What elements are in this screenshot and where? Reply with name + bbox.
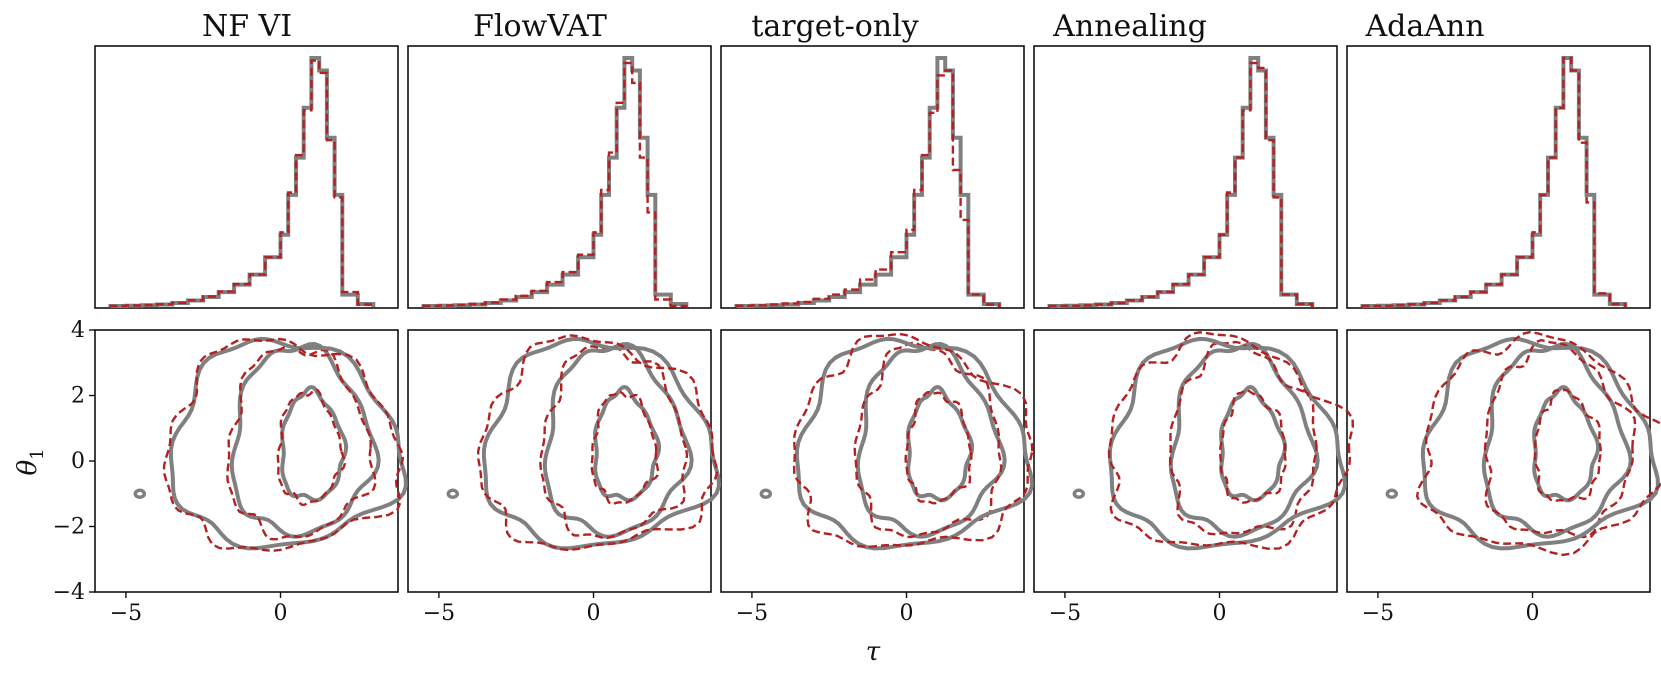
x-tick-label: −5 [1049,601,1081,626]
panel-title-flowvat: FlowVAT [473,9,607,44]
panel-title-annealing: Annealing [1052,9,1207,44]
contour-reference-island-adaann [1385,488,1399,500]
x-tick-label: −5 [110,601,142,626]
contour-reference-middle-target-only [855,342,1007,539]
histogram-frame-flowvat [407,45,712,309]
x-tick-label: 0 [587,601,601,626]
contour-approximation-middle-nf-vi [226,344,377,541]
x-tick-label: −5 [423,601,455,626]
contour-reference-outer-target-only [794,336,1034,551]
y-tick-label: 2 [71,384,85,409]
contour-approximation-inner-annealing [1218,389,1287,504]
histogram-approximation-adaann [1361,56,1627,308]
contour-frame-nf-vi [94,329,399,593]
contour-approximation-inner-target-only [904,390,973,505]
y-tick-label: 4 [71,318,85,343]
panel-title-adaann: AdaAnn [1364,9,1484,44]
contour-approximation-outer-adaann [1415,330,1661,557]
histogram-reference-adaann [1360,56,1628,308]
contour-approximation-middle-target-only [853,341,1003,539]
contour-reference-outer-annealing [1107,336,1347,551]
panel-title-target-only: target-only [751,9,918,44]
contour-reference-outer-adaann [1420,336,1660,551]
contour-approximation-inner-adaann [1533,388,1602,503]
y-axis-label: θ1 [13,448,48,475]
contour-approximation-outer-nf-vi [162,337,405,552]
histogram-approximation-nf-vi [109,59,375,308]
x-axis-label: τ [866,637,881,667]
panel-frames [94,45,1651,593]
x-tick-label: 0 [274,601,288,626]
contour-reference-inner-flowvat [593,385,662,503]
contour-approximation-outer-flowvat [477,334,719,552]
contour-approximation-outer-annealing [1107,331,1354,550]
contour-reference-island-flowvat [446,488,460,500]
contour-reference-inner-annealing [1219,385,1288,503]
axis-ticks: −5 0 −5 0 −5 0 −5 0 −5 0 4 2 0 −2 −4 [53,318,1540,626]
y-tick-label: 0 [71,449,85,474]
contour-reference-inner-adaann [1532,385,1601,503]
contour-reference-outer-flowvat [481,336,721,551]
y-axis-label-subscript: 1 [27,448,48,459]
x-tick-label: 0 [1526,601,1540,626]
histogram-approximation-flowvat [422,61,688,308]
contour-reference-middle-flowvat [542,342,694,539]
contour-approximation-inner-nf-vi [276,388,346,507]
contour-approximation-middle-flowvat [539,345,689,540]
contour-reference-inner-nf-vi [280,385,349,503]
chart-marks [108,56,1661,557]
contour-reference-island-target-only [759,488,773,500]
y-tick-label: −2 [53,515,85,540]
x-tick-label: 0 [900,601,914,626]
y-tick-label: −4 [53,580,85,605]
contour-approximation-outer-target-only [792,333,1034,549]
contour-frame-target-only [720,329,1025,593]
y-axis-label-main: θ [13,460,43,476]
contour-frame-annealing [1033,329,1338,593]
contour-reference-middle-nf-vi [229,342,381,539]
panel-titles: NF VI FlowVAT target-only Annealing AdaA… [202,9,1485,44]
x-tick-label: −5 [736,601,768,626]
contour-approximation-middle-adaann [1483,339,1637,539]
histogram-frame-target-only [720,45,1025,309]
histogram-reference-target-only [734,56,1002,308]
contour-reference-inner-target-only [906,385,975,503]
panel-title-nf-vi: NF VI [202,9,292,44]
x-tick-label: 0 [1213,601,1227,626]
contour-reference-middle-adaann [1481,342,1633,539]
histogram-frame-nf-vi [94,45,399,309]
histogram-frame-annealing [1033,45,1338,309]
contour-approximation-inner-flowvat [590,391,660,506]
contour-frame-flowvat [407,329,712,593]
contour-reference-island-annealing [1072,488,1086,500]
histogram-frame-adaann [1346,45,1651,309]
histogram-reference-flowvat [421,56,689,308]
x-tick-label: −5 [1362,601,1394,626]
histogram-approximation-target-only [735,69,1001,307]
histogram-reference-annealing [1047,56,1315,308]
histogram-approximation-annealing [1048,61,1314,308]
contour-frame-adaann [1346,329,1651,593]
contour-reference-island-nf-vi [133,488,147,500]
